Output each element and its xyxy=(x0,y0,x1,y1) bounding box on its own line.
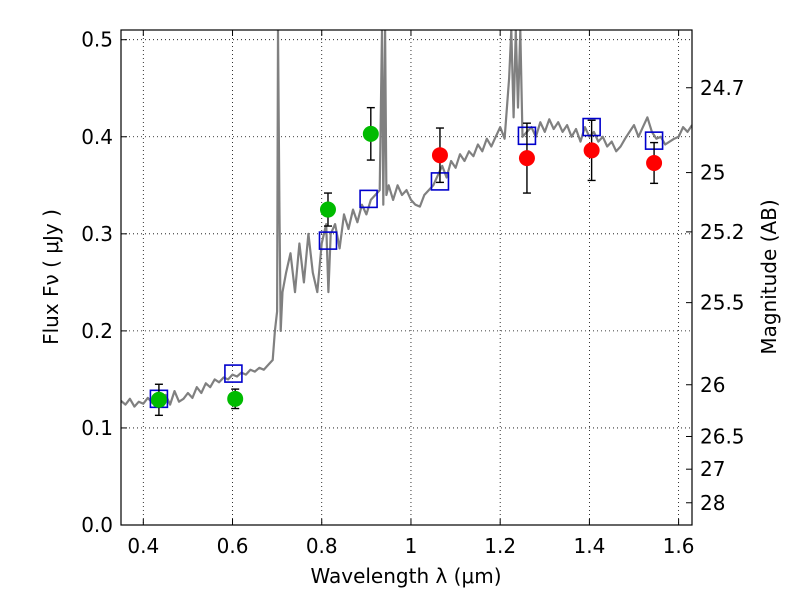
optical-observation-point xyxy=(227,390,244,407)
marks-layer xyxy=(149,106,664,417)
y-tick-label: 0.0 xyxy=(81,513,113,537)
y-tick-label: 0.2 xyxy=(81,319,113,343)
optical-observation-point xyxy=(362,125,379,142)
right-axis-label: Magnitude (AB) xyxy=(757,199,781,354)
x-tick-label: 1 xyxy=(405,534,418,558)
plot-frame xyxy=(120,29,693,526)
grid xyxy=(121,30,692,526)
model-photometry-point xyxy=(318,231,338,250)
x-tick-label: 0.8 xyxy=(306,534,338,558)
model-photometry-point xyxy=(359,189,378,209)
y-tick-label: 0.3 xyxy=(81,222,113,246)
right-tick-label: 28 xyxy=(700,491,725,515)
right-tick-label: 26 xyxy=(700,373,725,397)
right-tick-label: 25.5 xyxy=(700,291,745,315)
x-tick-label: 1.6 xyxy=(663,534,695,558)
x-tick-label: 1.2 xyxy=(484,534,516,558)
ticks-layer xyxy=(121,30,692,526)
y-axis-label: Flux Fν ( μJy ) xyxy=(39,209,63,345)
nir-observation-point xyxy=(646,154,663,171)
y-tick-label: 0.5 xyxy=(81,28,113,52)
nir-observation-point xyxy=(518,150,535,167)
right-tick-label: 25.2 xyxy=(700,220,745,244)
x-axis-label: Wavelength λ (μm) xyxy=(310,564,501,588)
x-tick-label: 1.4 xyxy=(573,534,605,558)
x-tick-label: 0.4 xyxy=(127,534,159,558)
right-tick-label: 27 xyxy=(700,457,725,481)
nir-observation-point xyxy=(431,147,448,164)
right-tick-label: 24.7 xyxy=(700,76,745,100)
y-tick-label: 0.4 xyxy=(81,125,113,149)
model-photometry-point xyxy=(224,364,243,383)
x-tick-label: 0.6 xyxy=(217,534,249,558)
right-tick-label: 26.5 xyxy=(700,424,745,448)
plot-background xyxy=(121,30,692,525)
optical-observation-point xyxy=(150,391,167,408)
right-tick-label: 25 xyxy=(700,161,725,185)
nir-observation-point xyxy=(583,142,600,159)
optical-observation-point xyxy=(319,201,336,218)
labels-layer: 0.4 0.6 0.8 1 1.2 1.4 1.6 0.0 0.1 0.2 0.3 0.4 0.5 24.… xyxy=(81,28,744,558)
y-tick-label: 0.1 xyxy=(81,416,113,440)
